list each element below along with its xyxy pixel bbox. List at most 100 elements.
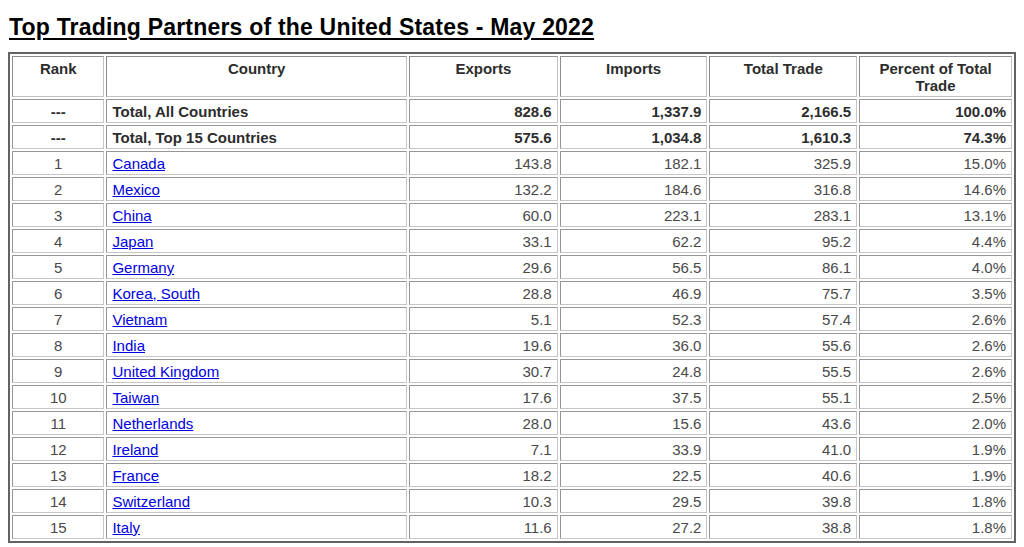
percent-cell: 4.4%: [859, 229, 1012, 253]
rank-cell: 1: [12, 151, 104, 175]
exports-cell: 17.6: [409, 385, 558, 409]
country-cell: Vietnam: [106, 307, 407, 331]
percent-cell: 1.9%: [859, 437, 1012, 461]
country-link[interactable]: Italy: [112, 519, 140, 536]
country-link[interactable]: Netherlands: [112, 415, 193, 432]
table-row: 13France18.222.540.61.9%: [12, 463, 1012, 487]
country-link[interactable]: Vietnam: [112, 311, 167, 328]
country-cell: Ireland: [106, 437, 407, 461]
country-link[interactable]: Canada: [112, 155, 165, 172]
imports-cell: 56.5: [560, 255, 708, 279]
page-title: Top Trading Partners of the United State…: [9, 14, 1016, 41]
table-row: 6 Korea, South 28.846.975.73.5%: [12, 281, 1012, 305]
country-link[interactable]: France: [112, 467, 159, 484]
exports-cell: 29.6: [409, 255, 558, 279]
total-trade-cell: 316.8: [709, 177, 857, 201]
rank-cell: 10: [12, 385, 104, 409]
country-cell: Japan: [106, 229, 407, 253]
rank-cell: 2: [12, 177, 104, 201]
percent-cell: 2.6%: [859, 359, 1012, 383]
country-link[interactable]: India: [112, 337, 145, 354]
rank-cell: 11: [12, 411, 104, 435]
imports-cell: 24.8: [560, 359, 708, 383]
rank-cell: 5: [12, 255, 104, 279]
rank-cell: 12: [12, 437, 104, 461]
country-link[interactable]: Switzerland: [112, 493, 190, 510]
exports-cell: 5.1: [409, 307, 558, 331]
rank-cell: 13: [12, 463, 104, 487]
table-row: 9United Kingdom30.724.855.52.6%: [12, 359, 1012, 383]
table-row: 8India19.636.055.62.6%: [12, 333, 1012, 357]
country-link[interactable]: Korea, South: [112, 285, 200, 302]
country-link[interactable]: Germany: [112, 259, 174, 276]
exports-cell: 28.8: [409, 281, 558, 305]
percent-cell: 13.1%: [859, 203, 1012, 227]
exports-cell: 33.1: [409, 229, 558, 253]
table-row: 12Ireland7.133.941.01.9%: [12, 437, 1012, 461]
rank-cell: 14: [12, 489, 104, 513]
country-link[interactable]: United Kingdom: [112, 363, 219, 380]
imports-cell: 36.0: [560, 333, 708, 357]
country-link[interactable]: Taiwan: [112, 389, 159, 406]
exports-cell: 28.0: [409, 411, 558, 435]
percent-cell: 1.8%: [859, 489, 1012, 513]
percent-cell: 1.9%: [859, 463, 1012, 487]
total-trade-cell: 86.1: [709, 255, 857, 279]
country-link[interactable]: Japan: [112, 233, 153, 250]
percent-cell: 15.0%: [859, 151, 1012, 175]
table-row: 3China60.0223.1283.113.1%: [12, 203, 1012, 227]
exports-cell: 30.7: [409, 359, 558, 383]
exports-cell: 132.2: [409, 177, 558, 201]
total-trade-cell: 57.4: [709, 307, 857, 331]
rank-cell: 15: [12, 515, 104, 539]
total-trade-cell: 40.6: [709, 463, 857, 487]
table-body: ---Total, All Countries828.61,337.92,166…: [12, 99, 1012, 539]
country-link[interactable]: Mexico: [112, 181, 160, 198]
table-row: 4Japan33.162.295.24.4%: [12, 229, 1012, 253]
country-link[interactable]: Ireland: [112, 441, 158, 458]
total-trade-cell: 1,610.3: [709, 125, 857, 149]
percent-cell: 100.0%: [859, 99, 1012, 123]
column-header-percent-of-total-trade: Percent of Total Trade: [859, 56, 1012, 97]
rank-cell: 9: [12, 359, 104, 383]
table-row: 2Mexico132.2184.6316.814.6%: [12, 177, 1012, 201]
total-trade-cell: 41.0: [709, 437, 857, 461]
country-cell: Taiwan: [106, 385, 407, 409]
total-trade-cell: 75.7: [709, 281, 857, 305]
column-header-total-trade: Total Trade: [709, 56, 857, 97]
rank-cell: 6: [12, 281, 104, 305]
country-cell: Germany: [106, 255, 407, 279]
exports-cell: 575.6: [409, 125, 558, 149]
table-header: Rank Country Exports Imports Total Trade…: [12, 56, 1012, 97]
table-row: 7Vietnam5.152.357.42.6%: [12, 307, 1012, 331]
exports-cell: 60.0: [409, 203, 558, 227]
rank-cell: 7: [12, 307, 104, 331]
imports-cell: 223.1: [560, 203, 708, 227]
total-trade-cell: 38.8: [709, 515, 857, 539]
exports-cell: 10.3: [409, 489, 558, 513]
country-link[interactable]: China: [112, 207, 151, 224]
total-trade-cell: 43.6: [709, 411, 857, 435]
imports-cell: 46.9: [560, 281, 708, 305]
exports-cell: 19.6: [409, 333, 558, 357]
table-row: 10Taiwan17.637.555.12.5%: [12, 385, 1012, 409]
imports-cell: 15.6: [560, 411, 708, 435]
rank-cell: 4: [12, 229, 104, 253]
country-cell: Total, All Countries: [106, 99, 407, 123]
percent-cell: 2.0%: [859, 411, 1012, 435]
exports-cell: 18.2: [409, 463, 558, 487]
country-cell: Italy: [106, 515, 407, 539]
percent-cell: 74.3%: [859, 125, 1012, 149]
exports-cell: 11.6: [409, 515, 558, 539]
summary-row: ---Total, Top 15 Countries575.61,034.81,…: [12, 125, 1012, 149]
imports-cell: 33.9: [560, 437, 708, 461]
rank-cell: 8: [12, 333, 104, 357]
table-row: 5Germany29.656.586.14.0%: [12, 255, 1012, 279]
total-trade-cell: 55.6: [709, 333, 857, 357]
country-cell: Mexico: [106, 177, 407, 201]
table-row: 14Switzerland10.329.539.81.8%: [12, 489, 1012, 513]
imports-cell: 37.5: [560, 385, 708, 409]
total-trade-cell: 283.1: [709, 203, 857, 227]
imports-cell: 182.1: [560, 151, 708, 175]
percent-cell: 3.5%: [859, 281, 1012, 305]
